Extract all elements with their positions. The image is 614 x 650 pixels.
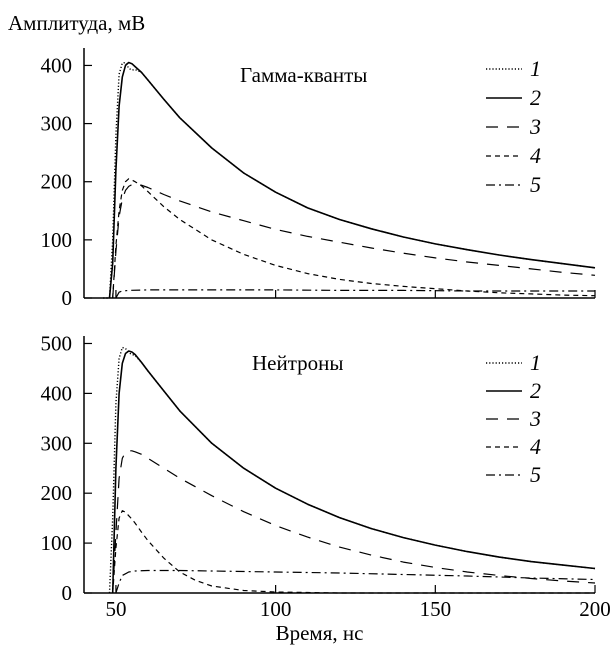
series-3-line	[112, 183, 596, 299]
legend-label-3: 3	[529, 406, 541, 431]
y-axis-label: Амплитуда, мВ	[8, 11, 145, 35]
y-tick-label: 400	[41, 53, 73, 77]
legend-label-2: 2	[530, 378, 541, 403]
x-tick-label: 150	[420, 597, 452, 621]
y-tick-label: 200	[41, 170, 73, 194]
legend-label-3: 3	[529, 114, 541, 139]
y-tick-label: 100	[41, 531, 73, 555]
y-tick-label: 0	[62, 286, 73, 310]
legend-label-4: 4	[530, 434, 541, 459]
panel-title: Гамма-кванты	[240, 63, 367, 87]
series-5-line	[115, 569, 596, 594]
legend-label-2: 2	[530, 85, 541, 110]
x-tick-label: 100	[260, 597, 292, 621]
y-tick-label: 0	[62, 581, 73, 605]
series-1-line	[108, 346, 596, 594]
y-tick-label: 500	[41, 331, 73, 355]
x-tick-label: 50	[105, 597, 126, 621]
legend-label-4: 4	[530, 143, 541, 168]
series-5-line	[115, 289, 595, 299]
series-2-line	[108, 61, 596, 299]
series-3-line	[112, 450, 596, 594]
legend-label-5: 5	[530, 172, 541, 197]
legend-label-1: 1	[530, 56, 541, 81]
series-4-line	[112, 510, 595, 594]
x-axis-label: Время, нс	[276, 621, 364, 645]
neutron-panel: 0 100 200 300 400 500 50 100 150 200 Время, нс Нейт…	[41, 331, 611, 645]
gamma-panel: 0 100 200 300 400 Амплитуда, мВ Гамма-кванты 1 2…	[8, 11, 596, 310]
y-tick-label: 300	[41, 431, 73, 455]
panel-title: Нейтроны	[252, 351, 344, 375]
legend-label-1: 1	[530, 350, 541, 375]
y-tick-label: 100	[41, 228, 73, 252]
series-4-line	[112, 178, 596, 299]
y-tick-label: 400	[41, 381, 73, 405]
series-2-line	[111, 350, 596, 594]
x-tick-label: 200	[579, 597, 611, 621]
y-tick-label: 200	[41, 481, 73, 505]
y-tick-label: 300	[41, 112, 73, 136]
legend-label-5: 5	[530, 462, 541, 487]
